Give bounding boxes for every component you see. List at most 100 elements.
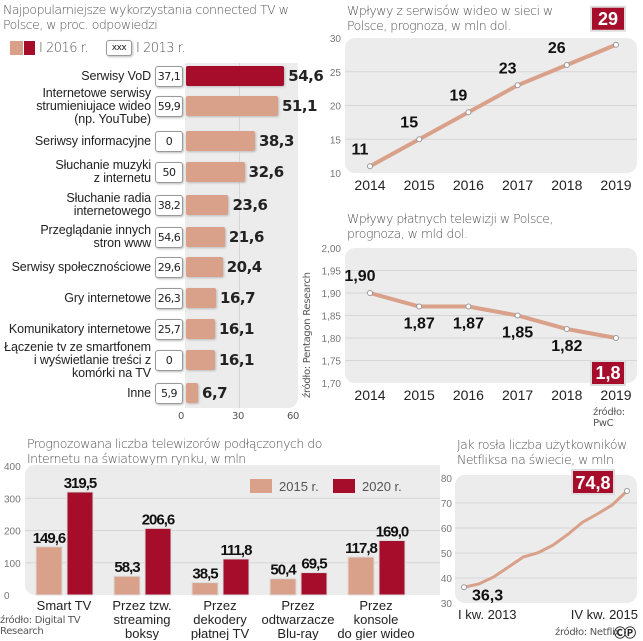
xtick-label: 2016 [453, 387, 484, 403]
bar-2020 [300, 572, 328, 596]
category-label: Przeglądanie innych stron www [40, 223, 151, 250]
data-point [613, 335, 619, 341]
ytick-label: 40 [441, 574, 453, 585]
ytick-label: 400 [4, 462, 21, 473]
value-2013: 50 [155, 162, 183, 183]
legend-swatch-2016 [10, 41, 35, 55]
data-point [367, 163, 373, 170]
xtick-label: 2017 [502, 177, 533, 193]
value-2016: 32,6 [248, 163, 285, 181]
bar-2016 [186, 319, 215, 339]
legend-swatch [333, 479, 355, 493]
ytick-label: 2,00 [322, 244, 342, 255]
legend-label: 2020 r. [362, 479, 402, 494]
xtick-label: 2018 [551, 177, 582, 193]
data-label-first: 36,3 [472, 587, 503, 604]
ytick-label: 1,90 [322, 289, 342, 300]
xtick: 30 [232, 411, 245, 422]
category-label-line: Przez tzw. [112, 598, 171, 613]
category-label-line: do gier wideo [337, 626, 414, 640]
category-label: Przez tzw. streaming boksy [112, 598, 171, 640]
bar-2016 [186, 288, 217, 308]
bar-2016 [186, 383, 199, 403]
value-2016: 23,6 [232, 196, 268, 214]
xtick-label: 2015 [404, 177, 435, 193]
bar-2015 [269, 578, 297, 596]
series-line [463, 489, 629, 589]
highlight-box [590, 5, 626, 32]
bar-value: 149,6 [33, 530, 66, 547]
chart5-svg: 80 70 60 50 40 30 36,3 74,8 I kw. 2013 IV kw. 201… [441, 469, 638, 622]
bar-2015 [35, 546, 63, 596]
ytick-label: 80 [441, 474, 453, 485]
data-label: 23 [499, 60, 517, 77]
value-2013: 0 [155, 350, 183, 371]
value-2016: 54,6 [288, 67, 324, 85]
ytick-label: 10 [330, 169, 342, 180]
data-point [416, 136, 423, 143]
value-2016: 21,6 [228, 228, 265, 246]
data-label: 15 [400, 114, 418, 131]
data-label-last: 74,8 [575, 473, 610, 493]
category-label-line: Przez [281, 598, 314, 613]
bar-2020 [144, 527, 172, 596]
bar-value: 69,5 [301, 556, 327, 573]
bar-2016 [186, 66, 285, 86]
category-label-line: Przez [203, 598, 236, 613]
bar-value: 319,5 [64, 475, 97, 492]
xtick-label: 2014 [354, 387, 385, 403]
data-point [624, 488, 630, 494]
legend-box-2013: xxx [106, 40, 132, 56]
category-label: Serwisy społecznościowe [11, 259, 152, 274]
ytick-label: 1,85 [322, 312, 342, 323]
value-2013: 5,9 [155, 383, 183, 404]
bar-2020 [222, 558, 250, 596]
bar-value: 111,8 [221, 542, 253, 559]
ytick-label: 15 [330, 135, 342, 146]
ytick-label: 50 [441, 549, 453, 560]
bar-value: 58,3 [114, 559, 140, 576]
category-label-line: dekodery [193, 612, 247, 627]
ytick-label: 30 [330, 34, 342, 45]
xtick-label: IV kw. 2015 [571, 607, 638, 622]
ytick-label: 1,75 [322, 357, 342, 368]
bar-2015 [113, 575, 141, 596]
value-2016: 16,7 [220, 289, 256, 307]
data-label: 19 [450, 87, 468, 104]
category-label: Słuchanie radia internetowego [66, 191, 151, 218]
bar-value: 50,4 [270, 562, 297, 579]
bar-2016 [186, 162, 245, 182]
source-pwc: źródło: PwC [593, 407, 625, 429]
data-point [514, 82, 521, 89]
bar-2015 [191, 582, 219, 596]
category-label: Inne [127, 385, 151, 400]
xtick: 60 [287, 411, 300, 422]
ytick-label: 25 [330, 68, 342, 79]
bar-value: 117,8 [345, 540, 377, 557]
value-2016: 20,4 [226, 258, 263, 276]
category-label: Słuchanie muzyki z internetu [55, 158, 151, 185]
ytick-label: 70 [441, 499, 453, 510]
category-label: Przez odtwarzacze Blu-ray [262, 598, 335, 640]
ytick-label: 1,95 [322, 267, 342, 278]
bar-value: 38,5 [192, 566, 218, 583]
data-point [613, 41, 619, 48]
source-netflix: źródło: Netflix [555, 627, 621, 638]
xtick-label: 2015 [404, 387, 435, 403]
value-2013: 38,2 [155, 195, 183, 216]
data-point [563, 62, 570, 68]
xtick-label: I kw. 2013 [458, 607, 517, 622]
category-label: Smart TV [37, 598, 92, 613]
category-label-line: odtwarzacze [262, 612, 335, 627]
source-digital-tv: źródło: Digital TV Research [0, 615, 81, 637]
data-point [367, 290, 373, 296]
xtick-label: 2019 [600, 177, 631, 193]
category-label-line: Blu-ray [277, 626, 319, 640]
value-2016: 38,3 [258, 132, 295, 150]
category-label-line: płatnej TV [191, 626, 250, 640]
data-label: 1,82 [551, 338, 582, 355]
value-2016: 16,1 [218, 320, 255, 338]
value-2016: 6,7 [202, 384, 228, 402]
category-label: Przez dekodery płatnej TV [191, 598, 250, 640]
